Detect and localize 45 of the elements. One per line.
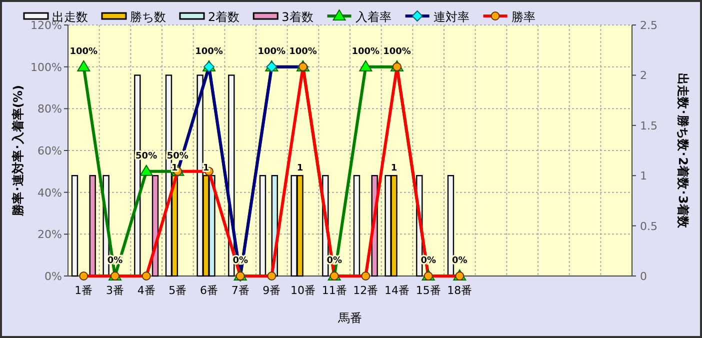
legend-label: 連対率	[433, 10, 470, 24]
x-tick-label: 5番	[168, 284, 187, 297]
data-label: 100%	[70, 46, 98, 57]
y2-axis-title: 出走数･勝ち数･2着数･3着数	[676, 73, 690, 229]
x-tick-label: 11番	[322, 284, 347, 297]
data-label: 100%	[289, 46, 317, 57]
x-tick-label: 9番	[262, 284, 281, 297]
legend-label: 入着率	[355, 10, 392, 24]
x-tick-label: 4番	[137, 284, 156, 297]
x-tick-label: 14番	[384, 284, 410, 297]
y-tick-label: 80%	[38, 102, 62, 116]
y2-tick-label: 1.5	[640, 119, 658, 132]
y2-tick-label: 1	[640, 170, 647, 183]
y-axis-title: 勝率･連対率･入着率(%)	[11, 85, 25, 217]
data-label: 100%	[383, 46, 411, 57]
x-tick-label: 18番	[447, 284, 472, 297]
data-label: 100%	[195, 46, 223, 57]
y2-tick-label: 0.5	[640, 220, 658, 233]
data-label: 1	[202, 164, 210, 174]
x-tick-label: 1番	[74, 284, 93, 297]
x-axis-title: 馬番	[337, 311, 362, 325]
y-tick-label: 100%	[30, 60, 62, 74]
y2-tick-label: 0	[640, 270, 647, 283]
data-label: 1	[390, 164, 398, 174]
data-label: 1	[296, 164, 304, 174]
x-tick-label: 7番	[231, 284, 250, 297]
y-tick-label: 0%	[44, 270, 62, 283]
y2-tick-label: 2.5	[640, 19, 658, 32]
x-tick-label: 6番	[200, 284, 218, 297]
x-tick-label: 15番	[416, 284, 441, 297]
data-label: 100%	[352, 46, 380, 57]
x-tick-label: 10番	[290, 284, 316, 297]
legend-label: 勝ち数	[130, 10, 166, 24]
legend-label: 勝率	[511, 10, 536, 24]
data-label: 100%	[258, 46, 286, 57]
y-tick-label: 20%	[38, 228, 62, 242]
x-tick-label: 12番	[353, 284, 378, 297]
data-label: 1	[172, 164, 178, 174]
legend-label: 3着数	[282, 10, 314, 24]
y2-tick-label: 2	[640, 69, 647, 82]
x-tick-label: 3番	[106, 284, 124, 297]
legend-label: 2着数	[208, 10, 240, 24]
data-label: 0%	[232, 256, 248, 266]
y-tick-label: 40%	[38, 186, 62, 200]
y-tick-label: 60%	[38, 144, 62, 158]
